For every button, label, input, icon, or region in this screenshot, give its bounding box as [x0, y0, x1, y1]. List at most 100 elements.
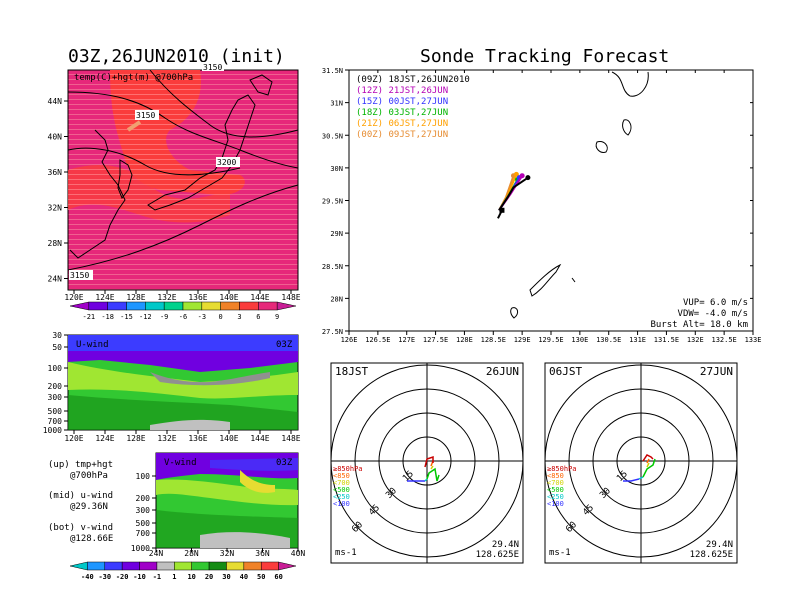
param-burst: Burst Alt= 18.0 km: [650, 320, 748, 330]
hodograph-time: 18JST: [335, 365, 368, 378]
x-tick-label: 36N: [255, 549, 270, 558]
island-coast: [595, 141, 608, 153]
track-endpoint: [513, 171, 519, 177]
colorbar-swatch: [260, 561, 279, 571]
y-tick-label: 24N: [48, 275, 63, 284]
level-legend: <100: [547, 500, 564, 508]
y-tick-label: 36N: [48, 168, 63, 177]
hodograph-trace: [646, 458, 650, 464]
x-tick-label: 128E: [126, 434, 145, 443]
colorbar-label: 3: [237, 313, 241, 321]
hodograph-trace: [642, 454, 654, 462]
v-wind-band: [200, 532, 290, 548]
u-wind-band: [150, 419, 230, 430]
colorbar-swatch: [88, 301, 108, 311]
level-legend: <700: [333, 479, 350, 487]
level-legend: ≥850hPa: [547, 465, 577, 473]
y-tick-label: 28N: [48, 239, 63, 248]
colorbar-label: -30: [98, 573, 111, 581]
y-tick-label: 1000: [43, 426, 62, 435]
colorbar-swatch: [163, 301, 184, 311]
colorbar-label: 40: [240, 573, 248, 581]
temp-map-title: 03Z,26JUN2010 (init): [68, 46, 285, 67]
x-tick-label: 32N: [220, 549, 235, 558]
colorbar-swatch: [258, 301, 278, 311]
x-tick-label: 136E: [188, 434, 207, 443]
wind-colorbar: -40 -30 -20 -10 -1 1 10 20 30 40 50 60: [69, 561, 297, 581]
colorbar-label: -18: [101, 313, 114, 321]
hodograph-trace: [424, 455, 434, 468]
island-coast: [611, 71, 649, 97]
x-tick-label: 24N: [149, 549, 164, 558]
colorbar-swatch: [104, 561, 123, 571]
u-wind-time: 03Z: [276, 340, 293, 350]
tracking-map-panel: Sonde Tracking Forecast (09Z) 18JST,26JU…: [322, 46, 762, 344]
y-tick-label: 200: [48, 382, 63, 391]
temp-map-ticks: 120E 124E 128E 132E 136E 140E 144E 148E 44N 40N 36…: [48, 97, 301, 302]
note-line: @128.66E: [70, 534, 113, 544]
colorbar-swatch: [243, 561, 262, 571]
colorbar-label: 1: [172, 573, 176, 581]
note-line: (mid) u-wind: [48, 491, 113, 501]
colorbar-label: -1: [153, 573, 161, 581]
hodograph-lon: 128.625E: [690, 550, 733, 560]
colorbar-swatch: [276, 301, 297, 311]
tracking-map-frame: [348, 69, 754, 332]
level-legend: <500: [333, 486, 350, 494]
x-tick-label: 130.5E: [596, 336, 621, 344]
level-legend: <250: [547, 493, 564, 501]
u-wind-band: [68, 351, 298, 372]
coast-china: [69, 129, 126, 259]
y-tick-label: 44N: [48, 97, 63, 106]
contour-label-box: [135, 110, 159, 120]
contour-label: 3150: [70, 271, 89, 280]
contour-label-box: [202, 62, 224, 71]
x-tick-label: 133E: [745, 336, 762, 344]
colorbar-label: -15: [120, 313, 133, 321]
cold-spot: [126, 120, 142, 132]
level-legend: <500: [547, 486, 564, 494]
x-tick-label: 130E: [571, 336, 588, 344]
x-tick-label: 140E: [219, 293, 238, 302]
u-wind-band: [150, 372, 270, 386]
tracking-map-title: Sonde Tracking Forecast: [420, 46, 669, 67]
u-wind-band: [68, 395, 298, 430]
y-tick-label: 28N: [330, 295, 343, 303]
contour-3150-north: [67, 91, 299, 169]
y-tick-label: 30N: [330, 165, 343, 173]
hodograph-date: 26JUN: [486, 365, 519, 378]
contour-3150-south: [67, 184, 299, 271]
v-wind-label: V-wind: [164, 458, 197, 468]
hodograph-trace: [430, 465, 434, 470]
legend-entry: (00Z) 09JST,27JUN: [356, 130, 448, 140]
contour-label-box: [216, 157, 240, 167]
colorbar-swatch: [107, 301, 127, 311]
x-tick-label: 131E: [629, 336, 646, 344]
x-tick-label: 40N: [291, 549, 306, 558]
colorbar-label: -6: [179, 313, 187, 321]
y-tick-label: 500: [136, 519, 151, 528]
panel-notes: (up) tmp+hgt @700hPa (mid) u-wind @29.36…: [48, 460, 113, 544]
hodograph-lat: 29.4N: [706, 540, 733, 550]
x-tick-label: 120E: [64, 434, 83, 443]
hodograph-trace: [424, 478, 428, 482]
colorbar-swatch: [191, 561, 210, 571]
y-tick-label: 100: [136, 472, 151, 481]
hodograph-unit: ms-1: [335, 548, 357, 558]
level-legend: ≥850hPa: [333, 465, 363, 473]
x-tick-label: 129E: [514, 336, 531, 344]
contour-label: 3150: [203, 63, 222, 72]
x-tick-label: 148E: [281, 434, 300, 443]
y-tick-label: 30: [52, 331, 62, 340]
colorbar-label: 10: [187, 573, 195, 581]
x-tick-label: 28N: [184, 549, 199, 558]
y-tick-label: 200: [136, 494, 151, 503]
x-tick-label: 132E: [157, 293, 176, 302]
colorbar-swatch: [278, 561, 297, 571]
colorbar-swatch: [156, 561, 175, 571]
level-legend: <100: [333, 500, 350, 508]
